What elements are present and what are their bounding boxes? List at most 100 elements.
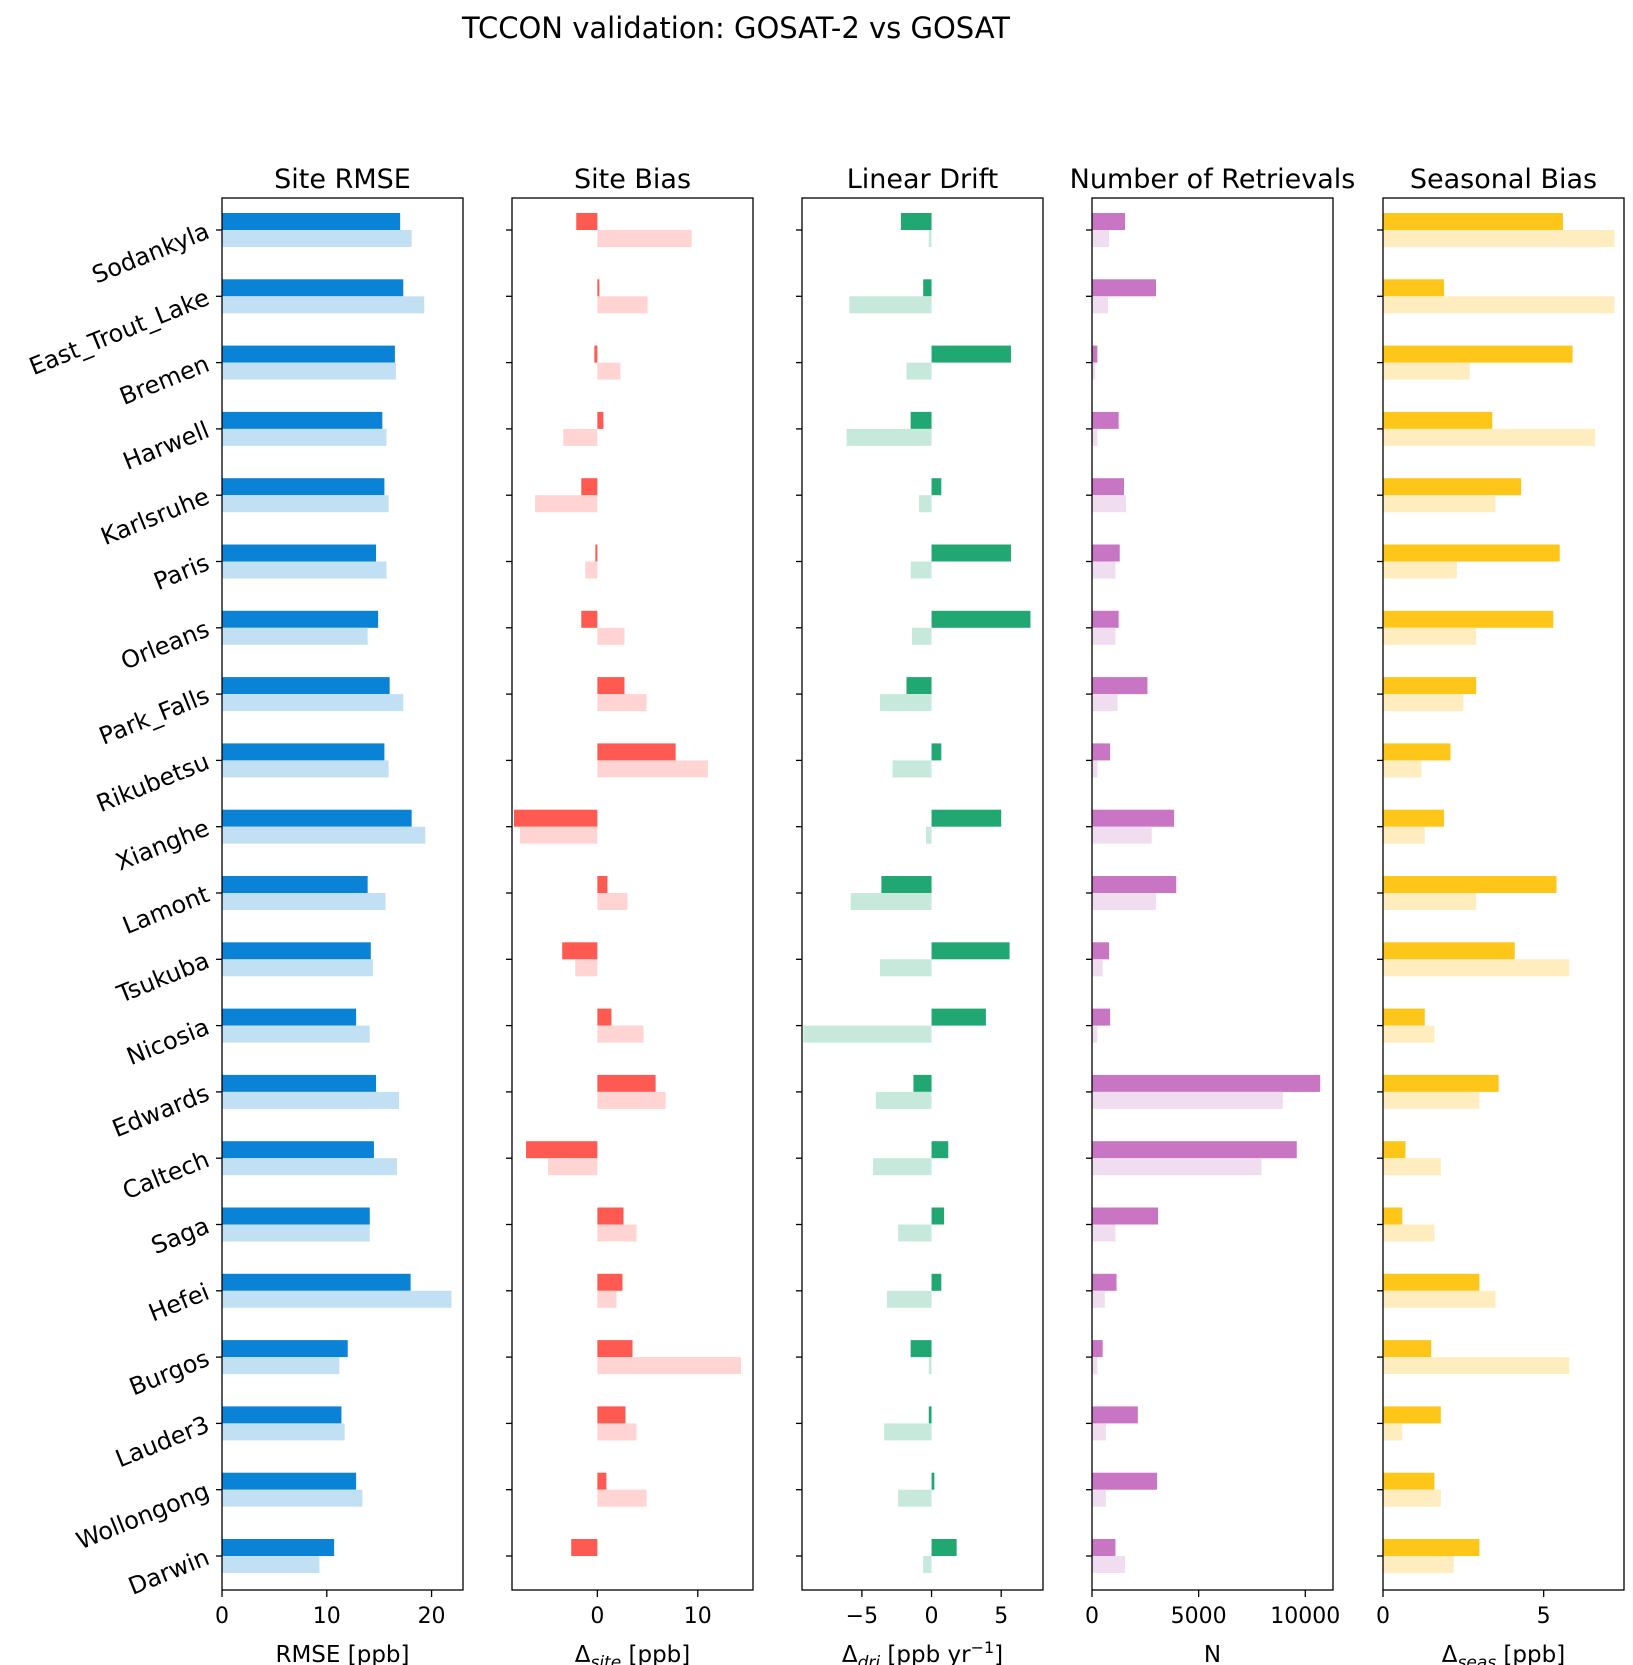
bar-gosat2-Lauder3 — [597, 1406, 626, 1424]
bar-gosat2-Lauder3 — [222, 1406, 342, 1424]
bar-gosat-Park_Falls — [880, 694, 932, 712]
bar-gosat2-East_Trout_Lake — [222, 279, 404, 297]
bar-gosat2-Caltech — [222, 1141, 374, 1159]
bar-gosat2-Tsukuba — [1383, 942, 1515, 960]
bar-gosat-Caltech — [873, 1158, 932, 1176]
bar-gosat2-Bremen — [594, 345, 598, 363]
bar-gosat2-Sodankyla — [1092, 213, 1126, 230]
bar-gosat2-Orleans — [581, 610, 598, 628]
bar-gosat2-Tsukuba — [931, 942, 1010, 960]
x-axis-label: Δsite [ppb] — [575, 1642, 691, 1665]
bar-gosat2-Darwin — [931, 1539, 957, 1556]
bar-gosat-Caltech — [1383, 1158, 1441, 1176]
panel-title: Site Bias — [574, 164, 691, 195]
bar-gosat-Xianghe — [222, 826, 426, 844]
panel-frame — [511, 197, 754, 1591]
bar-gosat-Sodankyla — [1383, 230, 1615, 247]
bar-gosat-Burgos — [1092, 1357, 1098, 1375]
bar-gosat2-Park_Falls — [1092, 677, 1148, 695]
panel-3: Number of Retrievals 0 5000 10000 N — [1070, 164, 1356, 1665]
site-label-Hefei: Hefei — [145, 1278, 214, 1327]
bar-gosat-Saga — [1383, 1224, 1435, 1242]
bar-gosat2-Paris — [1383, 544, 1560, 562]
panel-0: Site RMSE 0 10 20 RMSE [ppb] — [215, 164, 464, 1665]
bar-gosat2-Tsukuba — [1092, 942, 1110, 960]
bar-gosat2-Paris — [222, 544, 377, 562]
panel-title: Linear Drift — [847, 164, 999, 195]
bar-gosat-Lauder3 — [884, 1423, 932, 1441]
bar-gosat2-Sodankyla — [1383, 213, 1563, 230]
site-label-Park_Falls: Park_Falls — [95, 681, 213, 750]
bar-gosat-Harwell — [563, 428, 598, 446]
bar-gosat-Sodankyla — [928, 230, 932, 247]
bar-gosat2-Xianghe — [514, 809, 598, 827]
bar-gosat2-Caltech — [526, 1141, 598, 1159]
bar-gosat2-Wollongong — [931, 1472, 935, 1490]
bar-gosat-Bremen — [222, 362, 396, 380]
x-tick-label: 5 — [1537, 1604, 1551, 1629]
bar-gosat2-Hefei — [931, 1273, 942, 1291]
x-tick-label: 0 — [925, 1604, 939, 1629]
bar-gosat2-Edwards — [1092, 1074, 1321, 1092]
bar-gosat2-Sodankyla — [222, 213, 401, 230]
x-axis-label: Δseas [ppb] — [1442, 1642, 1565, 1665]
bar-gosat-Lamont — [222, 893, 386, 910]
x-tick-label: 5000 — [1171, 1604, 1227, 1629]
bar-gosat2-Burgos — [222, 1340, 348, 1358]
site-label-Saga: Saga — [147, 1212, 213, 1260]
bar-gosat-Karlsruhe — [1092, 495, 1127, 513]
site-label-Paris: Paris — [150, 549, 213, 596]
bar-gosat-Hefei — [1383, 1290, 1496, 1308]
bar-gosat2-Tsukuba — [562, 942, 598, 960]
bar-gosat-Lamont — [850, 893, 932, 910]
bar-gosat-Tsukuba — [222, 959, 373, 977]
x-tick-label: 10 — [684, 1604, 712, 1629]
bar-gosat2-Harwell — [597, 411, 604, 429]
bar-gosat2-Rikubetsu — [1092, 743, 1111, 761]
bar-gosat2-Burgos — [910, 1340, 932, 1358]
bar-gosat2-Park_Falls — [597, 677, 625, 695]
bar-gosat-Nicosia — [597, 1025, 644, 1043]
bar-gosat2-Harwell — [910, 411, 932, 429]
bar-gosat-Saga — [898, 1224, 932, 1242]
bar-gosat-Lauder3 — [597, 1423, 637, 1441]
bar-gosat-Burgos — [597, 1357, 741, 1375]
site-label-Harwell: Harwell — [119, 416, 213, 476]
bar-gosat2-Burgos — [1383, 1340, 1432, 1358]
bar-gosat2-Saga — [597, 1207, 624, 1225]
site-label-Xianghe: Xianghe — [112, 814, 214, 877]
bar-gosat-Harwell — [222, 428, 387, 446]
bar-gosat-Sodankyla — [1092, 230, 1110, 247]
bar-gosat-Lamont — [1383, 893, 1477, 910]
bar-gosat2-Karlsruhe — [1383, 478, 1522, 496]
bar-gosat-East_Trout_Lake — [849, 296, 932, 314]
bar-gosat-Burgos — [222, 1357, 340, 1375]
bar-gosat2-Wollongong — [597, 1472, 607, 1490]
bar-gosat2-Hefei — [597, 1273, 623, 1291]
bar-gosat-Wollongong — [1383, 1489, 1441, 1507]
chart-panels: Site RMSE 0 10 20 RMSE [ppb] Site Bias 0 10 Δsit… — [25, 164, 1625, 1665]
bar-gosat-Xianghe — [1092, 826, 1152, 844]
bar-gosat-Sodankyla — [597, 230, 692, 247]
bar-gosat2-Hefei — [1383, 1273, 1480, 1291]
bar-gosat-Park_Falls — [1092, 694, 1118, 712]
bar-gosat-Edwards — [597, 1091, 666, 1109]
bar-gosat2-Karlsruhe — [581, 478, 598, 496]
bar-gosat2-Xianghe — [1092, 809, 1175, 827]
bar-gosat2-Rikubetsu — [597, 743, 676, 761]
x-tick-label: 0 — [1376, 1604, 1390, 1629]
bar-gosat-Caltech — [1092, 1158, 1262, 1176]
site-label-Edwards: Edwards — [108, 1079, 213, 1143]
bar-gosat2-Darwin — [222, 1539, 335, 1556]
bar-gosat-Orleans — [222, 627, 368, 645]
bar-gosat2-Bremen — [222, 345, 395, 363]
bar-gosat2-Lamont — [1092, 876, 1177, 893]
bar-gosat2-Orleans — [1092, 610, 1119, 628]
bar-gosat-Orleans — [912, 627, 932, 645]
panel-1: Site Bias 0 10 Δsite [ppb] — [506, 164, 754, 1665]
bar-gosat2-Edwards — [222, 1074, 377, 1092]
bar-gosat-Karlsruhe — [535, 495, 598, 513]
bar-gosat-Rikubetsu — [597, 760, 708, 778]
bar-gosat-Paris — [1383, 561, 1457, 579]
site-label-Tsukuba: Tsukuba — [112, 946, 213, 1009]
